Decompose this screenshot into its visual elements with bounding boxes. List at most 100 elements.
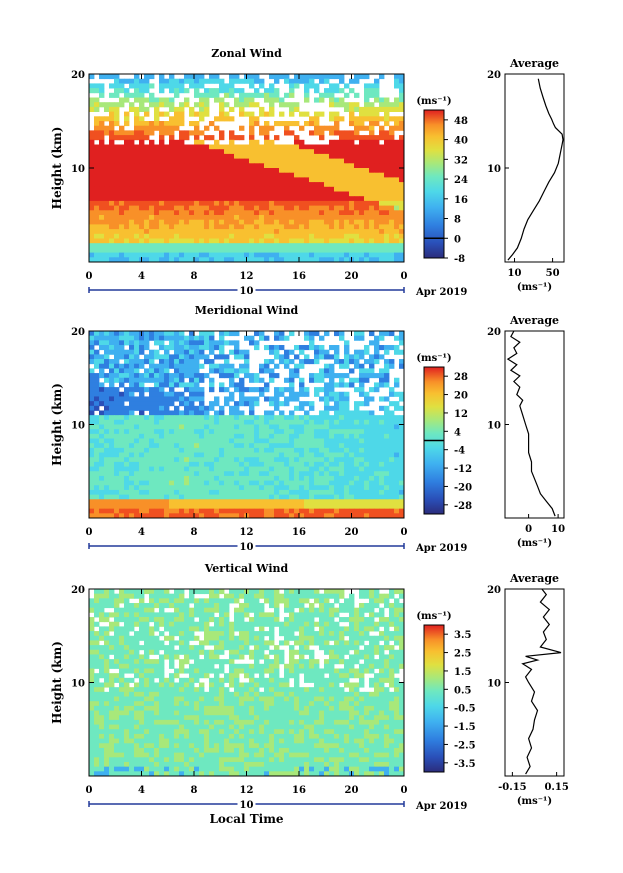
heatmap-cell xyxy=(344,130,350,136)
heatmap xyxy=(89,589,405,777)
heatmap-cell xyxy=(264,396,270,402)
heatmap-cell xyxy=(349,503,355,510)
average-y-tick-label: 10 xyxy=(487,164,501,175)
heatmap-cell xyxy=(289,424,295,430)
heatmap-cell xyxy=(149,607,155,613)
heatmap-cell xyxy=(154,335,160,341)
heatmap-cell xyxy=(189,503,195,510)
heatmap-cell xyxy=(249,589,255,595)
heatmap-cell xyxy=(214,139,220,145)
heatmap-cell xyxy=(309,424,315,430)
heatmap-cell xyxy=(139,438,145,444)
heatmap-cell xyxy=(109,593,115,599)
heatmap-cell xyxy=(249,631,255,637)
heatmap-cell xyxy=(299,144,305,150)
heatmap-cell xyxy=(399,74,405,80)
heatmap-cell xyxy=(254,182,260,188)
heatmap-cell xyxy=(299,172,305,178)
heatmap-cell xyxy=(189,617,195,623)
heatmap-cell xyxy=(384,443,390,449)
heatmap-cell xyxy=(359,499,365,505)
heatmap-cell xyxy=(289,612,295,618)
heatmap-cell xyxy=(169,200,175,206)
heatmap-cell xyxy=(364,475,370,481)
heatmap-cell xyxy=(89,349,95,355)
heatmap-cell xyxy=(214,471,220,477)
heatmap-cell xyxy=(209,631,215,637)
heatmap-cell xyxy=(329,508,335,514)
heatmap-cell xyxy=(229,443,235,449)
heatmap-cell xyxy=(244,631,250,637)
heatmap-cell xyxy=(204,354,210,360)
heatmap-cell xyxy=(124,485,130,491)
heatmap-cell xyxy=(99,503,105,510)
heatmap-cell xyxy=(104,149,110,155)
heatmap-cell xyxy=(319,130,325,136)
heatmap-cell xyxy=(104,354,110,360)
heatmap-cell xyxy=(174,205,180,211)
heatmap-cell xyxy=(169,433,175,439)
heatmap-cell xyxy=(204,419,210,425)
heatmap-cell xyxy=(124,457,130,463)
heatmap-cell xyxy=(284,186,290,192)
heatmap-cell xyxy=(169,443,175,449)
heatmap-cell xyxy=(334,191,340,197)
heatmap-cell xyxy=(354,621,360,627)
heatmap-cell xyxy=(249,182,255,188)
heatmap-cell xyxy=(259,621,265,627)
heatmap-cell xyxy=(344,452,350,458)
heatmap-cell xyxy=(129,238,135,244)
heatmap-cell xyxy=(254,433,260,439)
colorbar-unit: (ms⁻¹) xyxy=(416,353,451,364)
heatmap-cell xyxy=(284,257,290,263)
heatmap-cell xyxy=(154,340,160,346)
heatmap-cell xyxy=(189,382,195,388)
heatmap-cell xyxy=(94,631,100,637)
heatmap-cell xyxy=(369,410,375,416)
heatmap-cell xyxy=(369,415,375,421)
heatmap-cell xyxy=(89,466,95,472)
heatmap-cell xyxy=(139,410,145,416)
heatmap-cell xyxy=(349,163,355,169)
heatmap-cell xyxy=(109,603,115,609)
heatmap-cell xyxy=(224,243,230,249)
heatmap-cell xyxy=(149,489,155,496)
heatmap-cell xyxy=(364,607,370,613)
heatmap-cell xyxy=(269,229,275,235)
heatmap-cell xyxy=(99,635,105,641)
heatmap-cell xyxy=(274,200,280,206)
heatmap-cell xyxy=(269,359,275,365)
heatmap-cell xyxy=(149,433,155,439)
heatmap-cell xyxy=(139,626,145,632)
heatmap-cell xyxy=(159,88,165,94)
heatmap-cell xyxy=(314,177,320,183)
heatmap-cell xyxy=(309,78,315,84)
heatmap-cell xyxy=(334,349,340,355)
heatmap-cell xyxy=(399,144,405,150)
heatmap-cell xyxy=(359,238,365,244)
heatmap-cell xyxy=(389,345,395,351)
heatmap-cell xyxy=(369,461,375,467)
heatmap-cell xyxy=(139,106,145,112)
heatmap-cell xyxy=(329,158,335,164)
heatmap-cell xyxy=(319,257,325,263)
heatmap-cell xyxy=(199,429,205,435)
heatmap-cell xyxy=(164,172,170,178)
heatmap-cell xyxy=(344,471,350,477)
heatmap-cell xyxy=(179,593,185,599)
heatmap-cell xyxy=(129,443,135,449)
heatmap-cell xyxy=(109,144,115,150)
heatmap-cell xyxy=(264,229,270,235)
heatmap-cell xyxy=(229,340,235,346)
heatmap-cell xyxy=(254,88,260,94)
heatmap-cell xyxy=(314,485,320,491)
heatmap-cell xyxy=(279,438,285,444)
heatmap-cell xyxy=(229,331,235,337)
heatmap-cell xyxy=(179,135,185,141)
heatmap-cell xyxy=(119,331,125,337)
heatmap-cell xyxy=(199,447,205,453)
heatmap-cell xyxy=(159,621,165,627)
heatmap-cell xyxy=(219,373,225,379)
heatmap-cell xyxy=(244,172,250,178)
heatmap-cell xyxy=(334,186,340,192)
